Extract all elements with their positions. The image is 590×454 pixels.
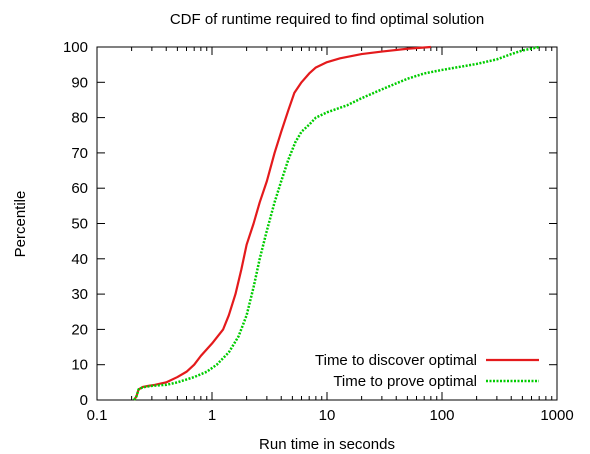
x-tick-label: 10: [319, 407, 336, 424]
y-tick-label: 40: [71, 251, 88, 268]
legend-label: Time to discover optimal: [315, 352, 477, 369]
x-axis-title: Run time in seconds: [259, 436, 395, 453]
chart-title: CDF of runtime required to find optimal …: [170, 11, 484, 28]
x-tick-label: 1000: [540, 407, 573, 424]
legend-label: Time to prove optimal: [333, 373, 477, 390]
x-tick-label: 100: [429, 407, 454, 424]
y-axis-title: Percentile: [12, 191, 29, 258]
x-tick-label: 0.1: [87, 407, 108, 424]
y-tick-label: 80: [71, 110, 88, 127]
y-tick-label: 0: [80, 392, 88, 409]
series-line-0: [133, 45, 431, 401]
y-tick-label: 90: [71, 74, 88, 91]
y-tick-label: 20: [71, 321, 88, 338]
y-tick-label: 50: [71, 216, 88, 233]
x-tick-label: 1: [208, 407, 216, 424]
y-tick-label: 70: [71, 145, 88, 162]
y-tick-label: 30: [71, 286, 88, 303]
y-tick-label: 10: [71, 357, 88, 374]
y-tick-label: 60: [71, 180, 88, 197]
plot-frame: [96, 46, 558, 401]
series-line-1: [133, 45, 540, 401]
legend: Time to discover optimal Time to prove op…: [315, 352, 539, 390]
y-tick-label: 100: [63, 39, 88, 56]
plot-area: 0.1 1 10 100 1000 0 10 20 30 40 50 60 70 80 90 100: [63, 39, 574, 424]
